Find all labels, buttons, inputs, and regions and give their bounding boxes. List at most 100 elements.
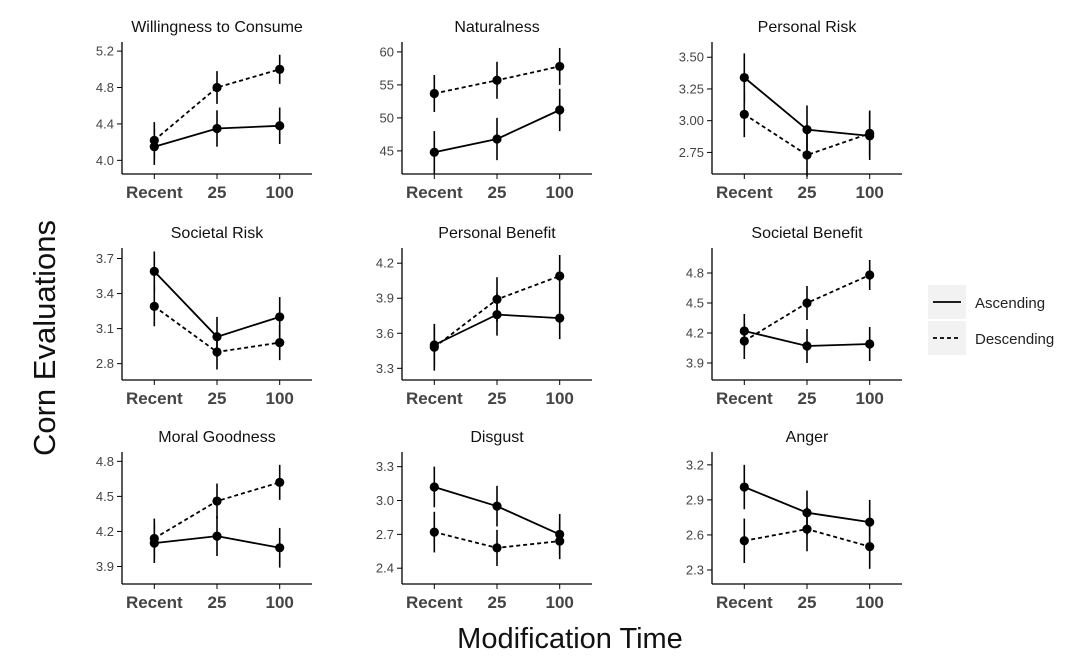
x-tick-label-disgust: Recent (406, 593, 463, 612)
y-tick-label-personal-risk: 2.75 (679, 145, 704, 160)
data-point-ascending-societal-benefit (865, 339, 875, 349)
x-tick-label-willingness-to-consume: 100 (266, 183, 294, 202)
panel-willingness-to-consume: Willingness to Consume 4.0 4.4 4.8 5.2 Recent… (96, 19, 312, 202)
y-tick-label-moral-goodness: 4.2 (96, 524, 114, 539)
y-tick-label-naturalness: 60 (380, 44, 394, 59)
data-point-descending-disgust (429, 527, 439, 537)
panel-title-personal-benefit: Personal Benefit (438, 225, 556, 242)
panel-societal-risk: Societal Risk 2.8 3.1 3.4 3.7 Recent 25 100 (96, 225, 312, 408)
y-tick-label-moral-goodness: 3.9 (96, 559, 114, 574)
x-tick-label-anger: 100 (856, 593, 884, 612)
panel-title-anger: Anger (786, 429, 829, 446)
x-tick-label-personal-risk: Recent (716, 183, 773, 202)
data-point-descending-moral-goodness (275, 477, 285, 487)
y-tick-label-societal-risk: 2.8 (96, 356, 114, 371)
data-point-descending-naturalness (429, 88, 439, 99)
x-tick-label-societal-benefit: 25 (798, 389, 817, 408)
data-point-ascending-societal-benefit (802, 341, 812, 351)
panel-title-disgust: Disgust (470, 429, 524, 446)
panel-personal-benefit: Personal Benefit 3.3 3.6 3.9 4.2 Recent 25 100 (376, 225, 592, 408)
y-tick-label-societal-risk: 3.4 (96, 286, 114, 301)
y-tick-label-personal-benefit: 3.6 (376, 326, 394, 341)
data-point-descending-societal-benefit (739, 336, 749, 346)
data-point-ascending-societal-risk (275, 312, 285, 322)
y-tick-label-naturalness: 45 (380, 143, 394, 158)
data-point-ascending-disgust (492, 501, 502, 511)
data-point-ascending-naturalness (429, 147, 439, 157)
panel-title-naturalness: Naturalness (454, 19, 539, 36)
y-tick-label-societal-risk: 3.1 (96, 321, 114, 336)
y-tick-label-disgust: 3.3 (376, 459, 394, 474)
panel-title-willingness-to-consume: Willingness to Consume (131, 19, 303, 36)
y-tick-label-personal-benefit: 3.9 (376, 291, 394, 306)
panel-anger: Anger 2.3 2.6 2.9 3.2 Recent 25 100 (686, 429, 902, 612)
data-point-ascending-moral-goodness (275, 543, 285, 553)
y-tick-label-anger: 3.2 (686, 457, 704, 472)
y-axis-title: Corn Evaluations (27, 220, 62, 456)
data-point-ascending-personal-risk (802, 124, 812, 135)
panel-title-moral-goodness: Moral Goodness (158, 429, 275, 446)
y-tick-label-willingness-to-consume: 4.8 (96, 80, 114, 95)
y-tick-label-naturalness: 50 (380, 110, 394, 125)
data-point-descending-societal-risk (275, 338, 285, 348)
x-tick-label-willingness-to-consume: 25 (208, 183, 227, 202)
data-point-ascending-societal-risk (149, 266, 159, 276)
x-tick-label-societal-risk: Recent (126, 389, 183, 408)
y-tick-label-disgust: 2.7 (376, 527, 394, 542)
data-point-descending-personal-risk (865, 128, 875, 138)
data-point-descending-personal-risk (802, 150, 812, 160)
data-point-descending-personal-benefit (492, 294, 502, 304)
x-tick-label-naturalness: 25 (488, 183, 507, 202)
panel-personal-risk: Personal Risk 2.75 3.00 3.25 3.50 Recent 25 100 (679, 19, 902, 202)
panel-disgust: Disgust 2.4 2.7 3.0 3.3 Recent 25 100 (376, 429, 592, 612)
data-point-descending-anger (739, 536, 749, 546)
x-tick-label-personal-benefit: Recent (406, 389, 463, 408)
x-tick-label-personal-benefit: 25 (488, 389, 507, 408)
y-tick-label-disgust: 2.4 (376, 561, 394, 576)
y-tick-label-willingness-to-consume: 4.4 (96, 116, 114, 131)
legend: Ascending Descending (928, 285, 1054, 355)
legend-label-ascending: Ascending (975, 295, 1045, 312)
x-tick-label-societal-risk: 100 (266, 389, 294, 408)
y-tick-label-societal-benefit: 4.8 (686, 266, 704, 281)
data-point-ascending-moral-goodness (212, 531, 222, 541)
y-tick-label-anger: 2.6 (686, 527, 704, 542)
data-point-descending-societal-risk (149, 301, 159, 312)
panel-title-societal-benefit: Societal Benefit (751, 225, 863, 242)
x-tick-label-societal-benefit: Recent (716, 389, 773, 408)
y-tick-label-moral-goodness: 4.8 (96, 454, 114, 469)
x-tick-label-willingness-to-consume: Recent (126, 183, 183, 202)
data-point-descending-personal-benefit (429, 342, 439, 352)
y-tick-label-anger: 2.3 (686, 562, 704, 577)
x-tick-label-personal-risk: 100 (856, 183, 884, 202)
data-point-descending-moral-goodness (149, 533, 159, 544)
x-tick-label-naturalness: 100 (546, 183, 574, 202)
series-line-descending-personal-risk (743, 113, 870, 156)
data-point-descending-disgust (555, 536, 565, 546)
data-point-descending-societal-benefit (802, 298, 812, 308)
panel-title-societal-risk: Societal Risk (171, 225, 264, 242)
y-tick-label-personal-risk: 3.25 (679, 81, 704, 96)
x-tick-label-anger: Recent (716, 593, 773, 612)
data-point-descending-personal-benefit (555, 271, 565, 281)
x-tick-label-moral-goodness: Recent (126, 593, 183, 612)
x-tick-label-personal-risk: 25 (798, 183, 817, 202)
panel-naturalness: Naturalness 45 50 55 60 Recent 25 100 (380, 19, 592, 202)
panel-title-personal-risk: Personal Risk (758, 19, 858, 36)
data-point-ascending-willingness-to-consume (275, 121, 285, 131)
y-tick-label-disgust: 3.0 (376, 493, 394, 508)
y-tick-label-willingness-to-consume: 5.2 (96, 44, 114, 59)
data-point-descending-willingness-to-consume (212, 82, 222, 93)
y-tick-label-naturalness: 55 (380, 77, 394, 92)
y-tick-label-anger: 2.9 (686, 492, 704, 507)
x-tick-label-moral-goodness: 100 (266, 593, 294, 612)
data-point-ascending-anger (739, 482, 749, 492)
data-point-descending-anger (865, 542, 875, 552)
data-point-ascending-personal-benefit (555, 313, 565, 323)
x-tick-label-societal-benefit: 100 (856, 389, 884, 408)
y-tick-label-societal-benefit: 3.9 (686, 356, 704, 371)
data-point-descending-moral-goodness (212, 496, 222, 506)
y-tick-label-willingness-to-consume: 4.0 (96, 153, 114, 168)
data-point-descending-societal-risk (212, 347, 222, 357)
y-tick-label-personal-risk: 3.50 (679, 50, 704, 65)
